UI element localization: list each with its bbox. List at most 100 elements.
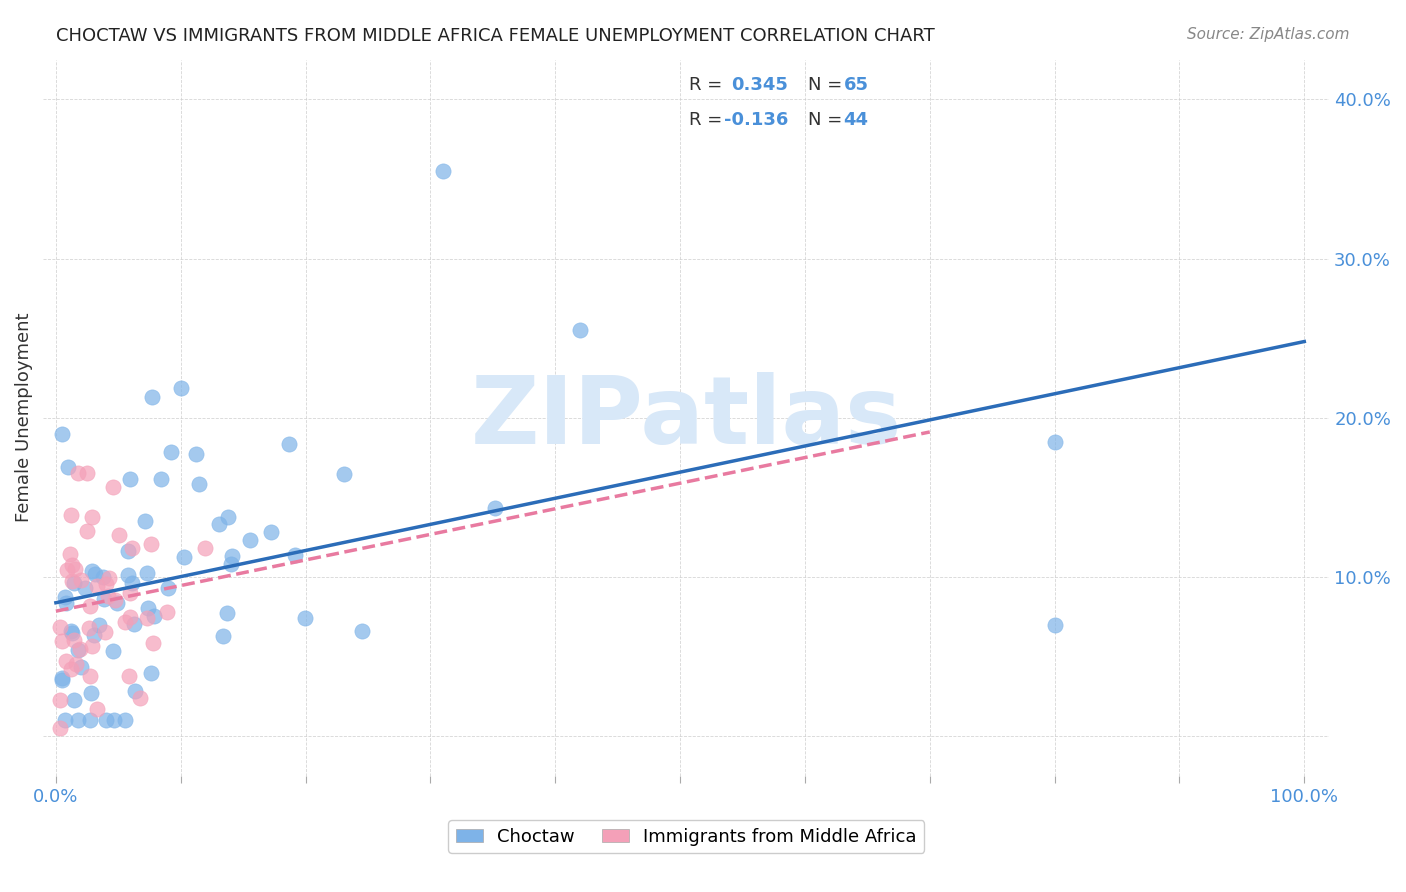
- Point: [156, 605, 179, 619]
- Point: [170, 381, 193, 395]
- Text: N =: N =: [808, 76, 848, 94]
- Text: ZIPatlas: ZIPatlas: [471, 372, 903, 464]
- Legend: Choctaw, Immigrants from Middle Africa: Choctaw, Immigrants from Middle Africa: [449, 821, 924, 853]
- Point: [260, 525, 283, 540]
- Point: [135, 566, 157, 580]
- Point: [77, 621, 100, 635]
- Point: [239, 533, 262, 548]
- Point: [129, 691, 152, 706]
- Text: -0.136: -0.136: [724, 112, 789, 129]
- Point: [98, 571, 121, 585]
- Point: [60, 624, 83, 639]
- Point: [160, 444, 183, 458]
- Text: 44: 44: [844, 112, 869, 129]
- Point: [149, 472, 172, 486]
- Point: [51, 671, 73, 685]
- Point: [53, 590, 76, 604]
- Point: [134, 515, 156, 529]
- Point: [80, 686, 103, 700]
- Point: [48, 620, 70, 634]
- Point: [60, 626, 83, 640]
- Text: 0.345: 0.345: [731, 76, 787, 94]
- Point: [55, 654, 77, 668]
- Point: [143, 608, 166, 623]
- Point: [156, 582, 179, 596]
- Point: [79, 669, 101, 683]
- Point: [70, 574, 93, 588]
- Point: [121, 541, 143, 556]
- Point: [121, 576, 143, 591]
- Point: [80, 640, 103, 654]
- Text: R =: R =: [689, 76, 728, 94]
- Point: [63, 693, 86, 707]
- Point: [86, 579, 108, 593]
- Point: [215, 607, 238, 621]
- Point: [83, 628, 105, 642]
- Point: [63, 632, 86, 647]
- Point: [94, 577, 117, 591]
- Point: [73, 581, 96, 595]
- Point: [219, 557, 242, 571]
- Point: [118, 669, 141, 683]
- Point: [139, 665, 162, 680]
- Point: [186, 447, 208, 461]
- Point: [76, 524, 98, 538]
- Point: [97, 589, 120, 603]
- Point: [76, 467, 98, 481]
- Point: [79, 599, 101, 614]
- Point: [89, 618, 111, 632]
- Point: [101, 480, 124, 494]
- Text: N =: N =: [808, 112, 848, 129]
- Point: [1043, 434, 1066, 449]
- Point: [60, 662, 83, 676]
- Point: [58, 547, 80, 561]
- Point: [208, 516, 231, 531]
- Text: CHOCTAW VS IMMIGRANTS FROM MIDDLE AFRICA FEMALE UNEMPLOYMENT CORRELATION CHART: CHOCTAW VS IMMIGRANTS FROM MIDDLE AFRICA…: [56, 27, 935, 45]
- Point: [69, 641, 91, 656]
- Y-axis label: Female Unemployment: Female Unemployment: [15, 313, 32, 523]
- Point: [141, 391, 163, 405]
- Point: [103, 713, 125, 727]
- Point: [569, 323, 592, 337]
- Point: [117, 544, 139, 558]
- Point: [70, 660, 93, 674]
- Point: [187, 477, 209, 491]
- Point: [63, 576, 86, 591]
- Point: [63, 562, 86, 576]
- Point: [60, 574, 83, 589]
- Point: [142, 636, 165, 650]
- Point: [124, 684, 146, 698]
- Point: [136, 601, 159, 615]
- Point: [139, 537, 162, 551]
- Point: [117, 568, 139, 582]
- Point: [212, 629, 235, 643]
- Point: [56, 460, 79, 475]
- Point: [48, 721, 70, 735]
- Point: [118, 473, 141, 487]
- Point: [101, 644, 124, 658]
- Point: [82, 509, 104, 524]
- Point: [93, 592, 115, 607]
- Point: [94, 713, 117, 727]
- Point: [67, 642, 90, 657]
- Point: [51, 673, 73, 687]
- Text: Source: ZipAtlas.com: Source: ZipAtlas.com: [1187, 27, 1350, 42]
- Point: [67, 467, 90, 481]
- Point: [59, 508, 82, 523]
- Point: [173, 549, 195, 564]
- Point: [53, 713, 76, 727]
- Point: [91, 569, 114, 583]
- Point: [194, 541, 217, 555]
- Point: [114, 713, 136, 727]
- Point: [120, 585, 142, 599]
- Point: [66, 713, 89, 727]
- Text: R =: R =: [689, 112, 728, 129]
- Point: [55, 563, 77, 577]
- Point: [294, 611, 316, 625]
- Point: [51, 426, 73, 441]
- Point: [84, 566, 107, 581]
- Point: [284, 548, 307, 562]
- Point: [51, 634, 73, 648]
- Point: [65, 657, 87, 671]
- Point: [1043, 617, 1066, 632]
